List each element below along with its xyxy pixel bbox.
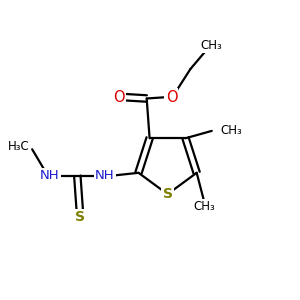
Text: NH: NH	[40, 169, 59, 182]
Text: NH: NH	[95, 169, 115, 182]
Text: O: O	[166, 89, 177, 104]
Text: O: O	[113, 89, 125, 104]
Text: CH₃: CH₃	[193, 200, 215, 213]
Text: CH₃: CH₃	[220, 124, 242, 137]
Text: H₃C: H₃C	[8, 140, 29, 153]
Text: S: S	[163, 187, 172, 201]
Text: CH₃: CH₃	[200, 39, 222, 52]
Text: S: S	[75, 210, 85, 224]
